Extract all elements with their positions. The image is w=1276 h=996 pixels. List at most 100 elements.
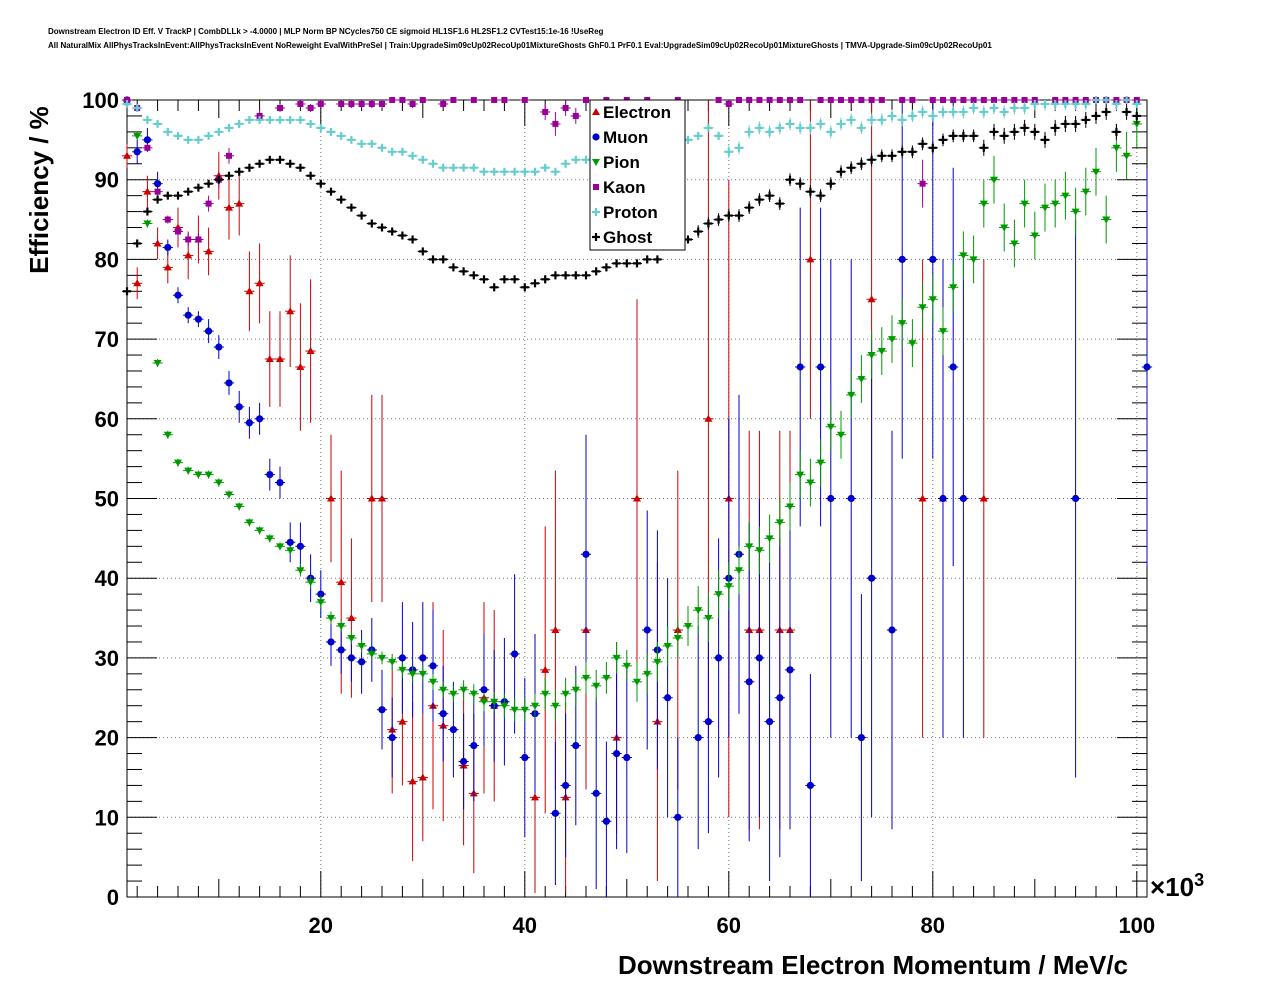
data-point: [295, 163, 306, 172]
marker: [755, 654, 764, 662]
marker: [367, 650, 376, 658]
marker: [552, 120, 559, 127]
data-point: [560, 271, 571, 280]
marker: [440, 100, 447, 107]
marker: [857, 159, 866, 168]
legend-label: Muon: [603, 128, 648, 147]
data-point: [917, 159, 928, 208]
marker: [990, 176, 998, 184]
data-point: [162, 239, 173, 256]
data-point: [1009, 219, 1020, 268]
legend-entry-proton: Proton: [592, 203, 658, 222]
marker: [143, 220, 152, 228]
marker: [265, 355, 274, 363]
data-point: [142, 207, 153, 216]
data-point: [631, 299, 643, 698]
marker: [255, 159, 264, 168]
marker: [459, 267, 468, 276]
marker: [715, 97, 722, 103]
data-point: [448, 685, 459, 702]
data-point: [825, 125, 836, 139]
marker: [969, 131, 978, 140]
data-point: [958, 105, 969, 119]
data-point: [999, 97, 1010, 103]
data-point: [560, 100, 571, 116]
marker: [337, 623, 346, 631]
data-point: [438, 163, 449, 172]
data-point: [366, 100, 377, 108]
data-point: [366, 219, 377, 228]
marker: [826, 179, 835, 188]
marker: [419, 97, 426, 103]
marker: [143, 115, 152, 124]
series-kaon: [121, 97, 1142, 246]
data-point: [733, 97, 745, 103]
marker: [276, 478, 284, 487]
marker: [613, 749, 621, 758]
marker: [775, 519, 784, 527]
data-point: [805, 100, 816, 419]
marker: [225, 203, 233, 211]
data-point: [366, 139, 377, 148]
marker: [724, 211, 733, 220]
y-tick-label: 10: [95, 805, 119, 830]
data-point: [223, 490, 235, 499]
data-point: [244, 163, 255, 172]
marker: [561, 271, 570, 280]
marker: [510, 650, 519, 658]
marker: [755, 123, 764, 132]
data-point: [744, 522, 755, 571]
marker: [551, 809, 560, 817]
data-point: [978, 105, 989, 119]
marker: [235, 119, 244, 128]
marker: [531, 702, 539, 710]
header-line-1: Downstream Electron ID Eff. V TrackP | C…: [48, 27, 604, 36]
marker: [562, 781, 570, 790]
data-point: [285, 115, 296, 124]
data-point: [499, 693, 510, 718]
marker: [980, 97, 987, 103]
data-point: [366, 394, 377, 603]
data-point: [754, 97, 765, 103]
marker: [225, 171, 233, 180]
marker: [510, 706, 519, 714]
data-point: [325, 618, 337, 666]
y-tick-label: 90: [95, 168, 119, 193]
axes: 20 40 60 80 100 0 10 20 30 40 50 60 70 80 90 100: [82, 88, 1155, 938]
marker: [867, 115, 876, 124]
marker: [724, 147, 733, 156]
marker: [419, 654, 427, 662]
marker: [765, 127, 774, 136]
marker: [960, 97, 967, 103]
data-point: [407, 151, 418, 160]
marker: [286, 159, 295, 168]
data-point: [376, 223, 388, 232]
marker: [429, 159, 437, 168]
marker: [643, 255, 652, 264]
data-point: [774, 538, 785, 858]
marker: [602, 674, 611, 682]
data-point: [611, 641, 622, 674]
marker: [663, 642, 672, 650]
legend-entry-muon: Muon: [592, 128, 648, 147]
marker: [571, 271, 580, 280]
marker: [899, 97, 906, 103]
marker: [531, 167, 539, 176]
marker: [143, 187, 152, 195]
data-point: [815, 438, 826, 487]
data-point: [825, 402, 836, 451]
marker: [357, 642, 366, 650]
data-point: [407, 665, 418, 682]
data-point: [968, 235, 979, 284]
data-point: [988, 155, 1000, 204]
data-point: [295, 303, 306, 431]
data-point: [213, 478, 224, 487]
marker: [623, 753, 631, 762]
marker: [551, 702, 560, 710]
data-point: [274, 115, 286, 124]
marker: [622, 662, 631, 670]
legend-marker: [592, 208, 600, 216]
marker: [908, 147, 917, 156]
marker: [582, 674, 590, 682]
marker: [929, 97, 936, 103]
